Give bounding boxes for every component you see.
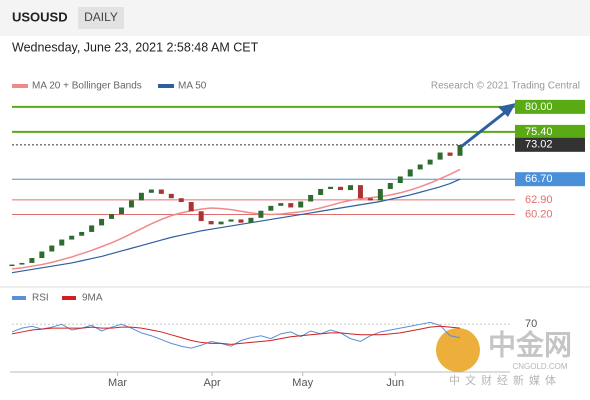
candle [168, 193, 174, 199]
candle [128, 200, 134, 208]
candle [377, 188, 383, 201]
candle [9, 264, 15, 267]
candle [109, 213, 115, 219]
level-label-box [515, 172, 585, 187]
candle [318, 188, 324, 195]
candle [89, 225, 95, 232]
watermark-logo [436, 328, 480, 372]
candle [268, 205, 274, 211]
candle [238, 219, 244, 223]
candle [19, 262, 25, 265]
candle [288, 203, 294, 208]
candle [138, 192, 144, 201]
candle [178, 198, 184, 203]
level-label: 80.00 [525, 101, 553, 113]
candle [208, 221, 214, 225]
candle [39, 251, 45, 259]
ma-line [11, 168, 461, 270]
watermark-site: CNGOLD.COM [512, 362, 567, 371]
candle [397, 176, 403, 183]
candle [328, 186, 334, 189]
level-label-box [515, 124, 585, 139]
candle [298, 201, 304, 208]
candle [357, 185, 363, 199]
candle [29, 258, 35, 263]
candle [148, 189, 154, 193]
legend-label: MA 20 + Bollinger Bands [32, 81, 142, 92]
candle [188, 202, 194, 212]
period[interactable]: DAILY [84, 10, 118, 24]
candle [278, 203, 284, 206]
legend-swatch [62, 296, 76, 300]
candle [447, 152, 453, 156]
legend-label: 9MA [82, 293, 103, 304]
arrow [461, 108, 509, 148]
candle [407, 169, 413, 177]
candle [59, 239, 65, 246]
legend-label: RSI [32, 293, 49, 304]
level-label-box [515, 99, 585, 114]
x-tick-label: Mar [108, 377, 127, 389]
candle [308, 194, 314, 202]
arrow-head [498, 103, 516, 117]
level-label: 60.20 [525, 208, 553, 220]
candle [347, 185, 353, 191]
x-tick-label: Jun [386, 377, 404, 389]
symbol: USOUSD [12, 9, 68, 24]
candle [258, 210, 264, 218]
x-tick-label: Apr [204, 377, 221, 389]
candle [248, 217, 254, 223]
candle [457, 144, 463, 156]
period-tab[interactable] [78, 7, 124, 29]
candle [338, 186, 344, 191]
candle [69, 235, 75, 240]
watermark-slogan: 中文财经新媒体 [449, 373, 561, 387]
candle [387, 183, 393, 189]
level-label: 73.02 [525, 139, 553, 151]
rsi-line [11, 325, 461, 345]
candle [427, 159, 433, 165]
level-label: 62.90 [525, 194, 553, 206]
candle [437, 152, 443, 160]
watermark-name: 中金网 [488, 328, 572, 360]
legend-label: MA 50 [178, 81, 207, 92]
candle [417, 164, 423, 170]
candle [158, 189, 164, 194]
candle [49, 245, 55, 252]
legend-swatch [158, 84, 174, 88]
ma-line [11, 178, 461, 274]
legend-swatch [12, 84, 28, 88]
candle [228, 219, 234, 222]
candle [367, 198, 373, 201]
level-label: 66.70 [525, 173, 553, 185]
watermark: 中金网 CNGOLD.COM 中文财经新媒体 [436, 328, 572, 387]
level-label-box [515, 137, 585, 152]
candle [198, 211, 204, 222]
rsi-tick-label: 70 [525, 318, 537, 330]
legend-swatch [12, 296, 26, 300]
x-tick-label: May [292, 377, 313, 389]
level-label: 75.40 [525, 126, 553, 138]
timestamp: Wednesday, June 23, 2021 2:58:48 AM CET [12, 40, 259, 54]
candle [99, 218, 105, 226]
candle [79, 231, 85, 236]
candle [119, 207, 125, 214]
level-label-box [515, 207, 585, 222]
candle [218, 221, 224, 225]
level-label-box [515, 192, 585, 207]
copyright: Research © 2021 Trading Central [431, 81, 580, 92]
